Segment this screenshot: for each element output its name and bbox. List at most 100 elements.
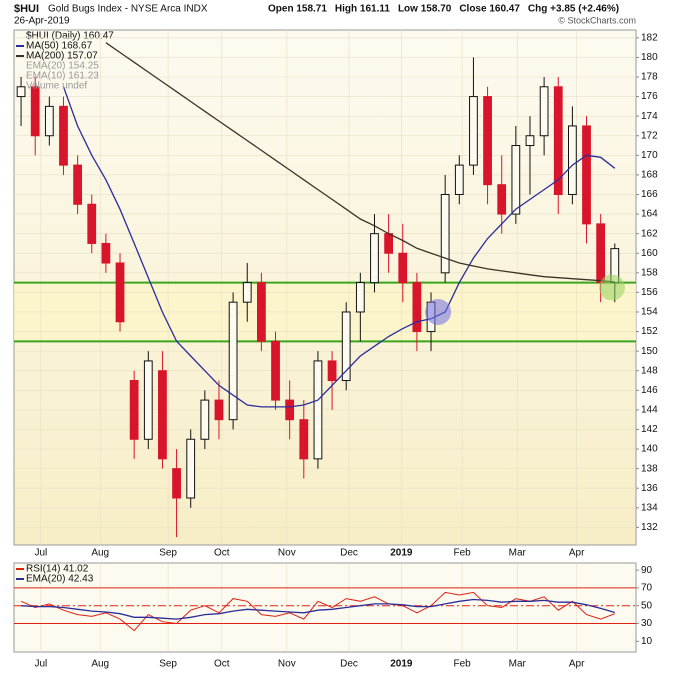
quote-item: Open 158.71 (268, 4, 327, 15)
candle-body (129, 380, 139, 440)
candle-body (341, 311, 351, 382)
legend-label: EMA(20) 42.43 (26, 574, 94, 585)
y-tick-label: 142 (641, 424, 658, 435)
legend-label: RSI(14) 41.02 (26, 564, 89, 575)
legend-label: Volume undef (26, 81, 87, 92)
y-tick-label: 174 (641, 111, 658, 122)
candle-body (200, 399, 210, 440)
candle-body (299, 419, 309, 460)
x-tick-label: Mar (509, 548, 527, 559)
quote-item: Chg +3.85 (+2.46%) (528, 4, 619, 15)
candle-body (44, 105, 54, 137)
y-tick-label: 168 (641, 170, 658, 181)
rsi-tick-label: 30 (641, 618, 653, 629)
legend-label: MA(50) 168.67 (26, 41, 93, 52)
candle-body (384, 233, 394, 254)
y-tick-label: 154 (641, 307, 658, 318)
candle-body (16, 86, 26, 98)
y-tick-label: 138 (641, 463, 658, 474)
subtitle: Gold Bugs Index - NYSE Arca INDX (48, 4, 208, 15)
candle-body (440, 193, 450, 274)
x-tick-label: Mar (509, 659, 527, 670)
candle-body (73, 164, 83, 205)
quote-item: High 161.11 (335, 4, 390, 15)
candle-body (398, 252, 408, 284)
candle-body (497, 184, 507, 215)
candle-body (101, 242, 111, 264)
rsi-tick-label: 50 (641, 600, 653, 611)
y-tick-label: 164 (641, 209, 658, 220)
x-tick-label: Feb (454, 659, 472, 670)
y-tick-label: 148 (641, 365, 658, 376)
y-tick-label: 134 (641, 502, 658, 513)
candle-body (158, 370, 167, 460)
rsi-panel (13, 562, 637, 653)
candle-body (271, 340, 280, 401)
x-tick-label: Aug (91, 659, 109, 670)
y-tick-label: 182 (641, 32, 658, 43)
y-tick-label: 156 (641, 287, 658, 298)
candle-body (355, 282, 365, 313)
candle-body (172, 468, 181, 499)
rsi-tick-label: 10 (641, 636, 653, 647)
candle-body (59, 105, 68, 166)
x-tick-label: Apr (569, 548, 585, 559)
candle-body (285, 399, 295, 421)
rsi-tick-label: 70 (641, 583, 653, 594)
ma-line (62, 86, 616, 408)
x-tick-label: 2019 (390, 659, 413, 670)
rsi-line (20, 591, 615, 632)
rsi-tick-label: 90 (641, 565, 653, 576)
candle-body (596, 223, 606, 284)
x-tick-label: Feb (454, 548, 472, 559)
x-tick-label: Jul (34, 659, 47, 670)
candle-body (115, 262, 125, 323)
candle-body (525, 135, 535, 147)
credit: © StockCharts.com (558, 15, 636, 25)
y-tick-label: 166 (641, 189, 658, 200)
candle-body (454, 164, 464, 195)
candle-body (483, 96, 492, 186)
y-tick-label: 146 (641, 385, 658, 396)
candle-body (567, 125, 577, 195)
highlight (425, 298, 452, 325)
x-tick-label: Dec (340, 548, 358, 559)
y-tick-label: 132 (641, 522, 658, 533)
y-tick-label: 176 (641, 91, 658, 102)
y-tick-label: 158 (641, 267, 658, 278)
x-tick-label: Sep (159, 548, 177, 559)
y-tick-label: 180 (641, 52, 658, 63)
quote-item: Low 158.70 (398, 4, 452, 15)
legend-label: EMA(10) 161.23 (26, 71, 99, 82)
y-tick-label: 172 (641, 130, 658, 141)
candle-body (469, 96, 478, 166)
x-tick-label: Jul (34, 548, 47, 559)
candle-body (143, 360, 153, 440)
y-tick-label: 136 (641, 483, 658, 494)
candle-body (370, 233, 379, 284)
candle-body (242, 282, 252, 303)
candle-body (256, 282, 266, 342)
y-tick-label: 140 (641, 444, 658, 455)
candle-body (539, 86, 549, 137)
symbol: $HUI (14, 3, 39, 15)
candle-body (511, 145, 521, 215)
y-tick-label: 160 (641, 248, 658, 259)
candle-body (313, 360, 323, 460)
candle-body (214, 399, 224, 421)
x-tick-label: Apr (569, 659, 585, 670)
x-tick-label: Nov (278, 548, 296, 559)
candle-body (582, 125, 591, 225)
rsi-line (21, 598, 615, 620)
candle-body (412, 282, 422, 333)
candle-body (30, 86, 40, 137)
y-tick-label: 150 (641, 346, 658, 357)
legend-label: MA(200) 157.07 (26, 51, 98, 62)
candle-body (228, 301, 238, 421)
y-tick-label: 152 (641, 326, 658, 337)
x-tick-label: 2019 (390, 548, 413, 559)
legend-label: EMA(20) 154.25 (26, 61, 99, 72)
date: 26-Apr-2019 (14, 16, 70, 27)
